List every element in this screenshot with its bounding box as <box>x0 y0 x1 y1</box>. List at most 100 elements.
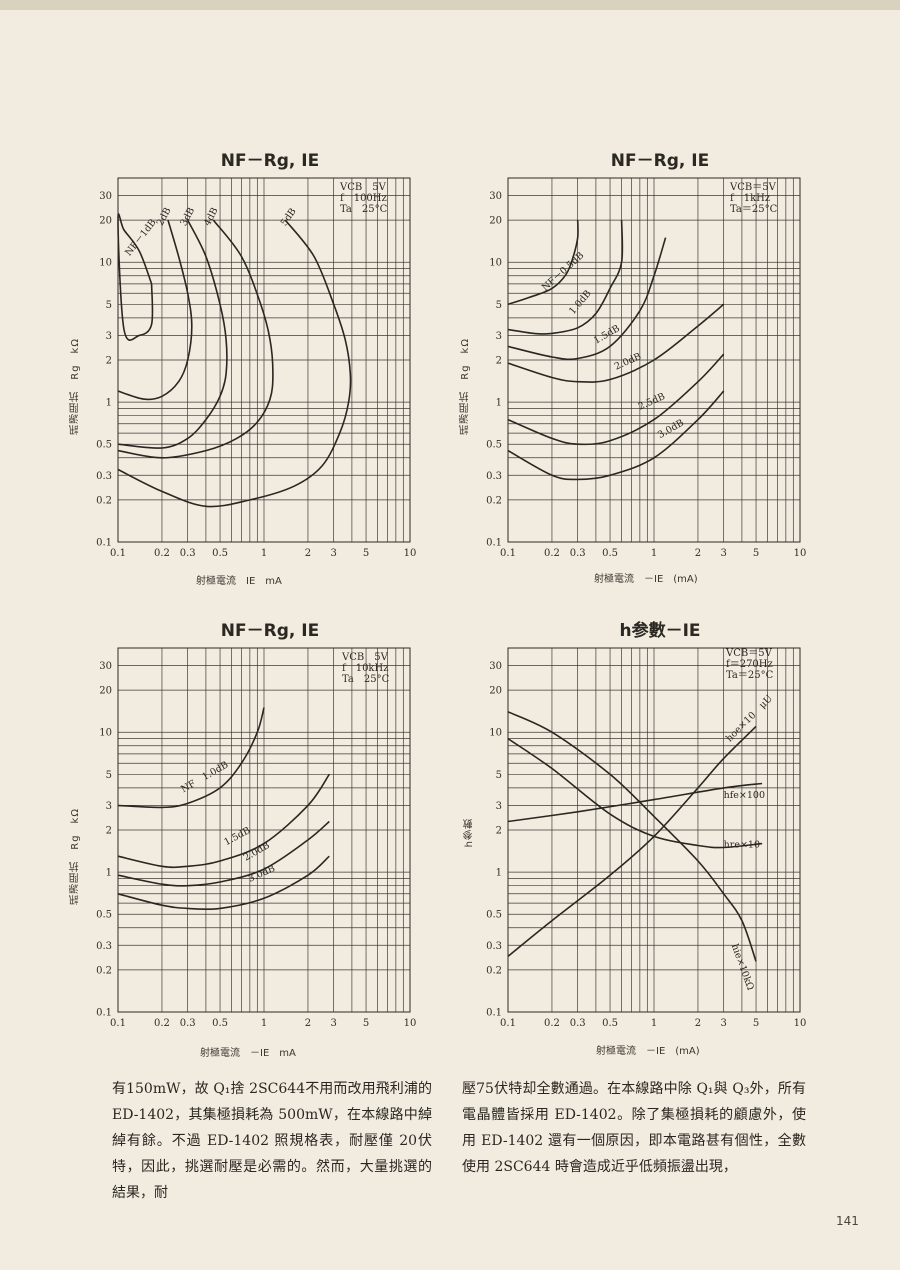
curve-3 <box>507 711 757 962</box>
chart-h-params-ie: h参數－IE 0.1 0.2 0.3 0.5 1 2 3 5 10 0.1 0.2 0.3 0.5 1 2 3… <box>450 618 870 1068</box>
paragraph-right: 壓75伏特却全數通過。在本線路中除 Q₁與 Q₃外，所有電晶體皆採用 ED-14… <box>462 1081 806 1175</box>
x-tick-label: 0.3 <box>570 548 586 559</box>
y-tick-label: 10 <box>489 728 502 739</box>
y-axis-label: h参數 <box>464 818 475 848</box>
curve-label: 2.0dB <box>613 351 643 373</box>
x-tick-label: 2 <box>695 548 701 559</box>
chart-title: h参數－IE <box>619 621 701 641</box>
x-tick-label: 0.1 <box>110 548 126 559</box>
condition-f: f 100Hz <box>340 193 387 204</box>
curve-label: 2dB <box>155 206 174 228</box>
x-tick-label: 5 <box>753 548 759 559</box>
conditions-box: VCB 5V f 100Hz Ta 25°C <box>340 182 387 215</box>
curve-3 <box>117 219 274 459</box>
x-tick-label: 2 <box>305 548 311 559</box>
y-tick-label: 5 <box>106 770 112 781</box>
grid <box>507 647 800 1013</box>
y-tick-label: 5 <box>106 300 112 311</box>
y-tick-label: 2 <box>106 826 112 837</box>
x-tick-label: 10 <box>794 548 807 559</box>
condition-f: f 1kHz <box>730 193 771 204</box>
condition-vcb: VCB 5V <box>340 182 386 193</box>
x-tick-label: 0.2 <box>544 548 560 559</box>
body-text-left: 有150mW，故 Q₁捨 2SC644不用而改用飛利浦的ED-1402，其集極損… <box>112 1076 432 1206</box>
y-tick-label: 3 <box>496 801 502 812</box>
x-tick-label: 0.3 <box>180 1018 196 1029</box>
curve-4 <box>117 219 352 508</box>
condition-ta: Ta 25°C <box>340 204 388 215</box>
condition-ta: Ta＝25°C <box>730 204 778 215</box>
x-axis-label: 射極電流 －IE (mA) <box>594 574 698 585</box>
x-axis-label: 射極電流 －IE (mA) <box>596 1046 700 1057</box>
plot-area: 0.1 0.2 0.3 0.5 1 2 3 5 10 0.1 0.2 0.3 0.5 1 2 3 5 10 20 30… <box>96 647 416 1029</box>
y-tick-label: 20 <box>489 216 502 227</box>
curve-1 <box>117 219 193 401</box>
y-tick-label: 10 <box>489 258 502 269</box>
curve-4 <box>507 353 725 446</box>
body-text-right: 壓75伏特却全數通過。在本線路中除 Q₁與 Q₃外，所有電晶體皆採用 ED-14… <box>462 1076 806 1180</box>
x-tick-label: 5 <box>363 1018 369 1029</box>
plot-frame <box>117 647 411 1013</box>
x-tick-label: 0.2 <box>154 548 170 559</box>
curve-label: 5dB <box>279 206 299 228</box>
curve-label: 3dB <box>178 206 197 228</box>
curve-1 <box>507 220 624 335</box>
x-tick-label: 1 <box>651 1018 657 1029</box>
paragraph-left: 有150mW，故 Q₁捨 2SC644不用而改用飛利浦的ED-1402，其集極損… <box>112 1081 432 1201</box>
y-tick-label: 0.5 <box>486 910 502 921</box>
curve-0 <box>117 707 265 809</box>
condition-ta: Ta＝25°C <box>726 670 774 681</box>
curve-label: hfe×100 <box>724 790 765 801</box>
curve-2 <box>507 737 763 849</box>
grid <box>117 647 410 1013</box>
x-tick-label: 1 <box>261 548 267 559</box>
x-tick-label: 0.1 <box>110 1018 126 1029</box>
x-tick-label: 1 <box>261 1018 267 1029</box>
x-tick-label: 3 <box>330 1018 336 1029</box>
x-tick-label: 0.3 <box>570 1018 586 1029</box>
y-axis-label: 訊源阻抗 Rg kΩ <box>70 338 81 435</box>
chart-title: NF－Rg, IE <box>220 621 320 641</box>
x-tick-label: 10 <box>404 548 417 559</box>
conditions-box: VCB＝5V f＝270Hz Ta＝25°C <box>726 648 773 681</box>
y-tick-label: 0.3 <box>96 471 112 482</box>
curve-0 <box>507 725 757 957</box>
x-tick-label: 0.5 <box>602 1018 618 1029</box>
x-tick-label: 10 <box>794 1018 807 1029</box>
y-tick-label: 0.3 <box>96 941 112 952</box>
x-tick-label: 0.2 <box>544 1018 560 1029</box>
curve-3 <box>117 855 330 911</box>
y-tick-label: 0.1 <box>96 1008 112 1019</box>
chart-nf-rg-ie-1khz: NF－Rg, IE 0.1 0.2 0.3 0.5 1 2 3 5 10 0.1 0.2 0.3 0.5… <box>450 148 870 598</box>
curve-0 <box>507 220 579 306</box>
y-tick-label: 1 <box>496 398 502 409</box>
condition-f: f＝270Hz <box>726 659 773 670</box>
y-tick-label: 3 <box>106 331 112 342</box>
y-tick-label: 0.2 <box>96 495 112 506</box>
x-tick-label: 2 <box>305 1018 311 1029</box>
curve-3 <box>507 303 725 383</box>
condition-vcb: VCB＝5V <box>726 648 772 659</box>
y-tick-label: 30 <box>99 191 112 202</box>
curve-label: 1.5dB <box>222 825 252 848</box>
y-tick-label: 30 <box>99 661 112 672</box>
y-tick-label: 0.3 <box>486 941 502 952</box>
x-tick-label: 5 <box>753 1018 759 1029</box>
y-tick-label: 0.5 <box>96 910 112 921</box>
condition-vcb: VCB＝5V <box>730 182 776 193</box>
curve-label: 1.0dB <box>567 288 594 317</box>
y-tick-label: 30 <box>489 661 502 672</box>
condition-vcb: VCB 5V <box>342 652 388 663</box>
y-tick-label: 0.2 <box>486 965 502 976</box>
y-tick-label: 0.2 <box>96 965 112 976</box>
y-tick-label: 2 <box>106 356 112 367</box>
x-tick-label: 0.5 <box>602 548 618 559</box>
y-tick-label: 1 <box>496 868 502 879</box>
curve-label: 3.0dB <box>656 417 686 441</box>
y-tick-label: 10 <box>99 728 112 739</box>
y-tick-label: 0.5 <box>486 440 502 451</box>
x-tick-label: 2 <box>695 1018 701 1029</box>
curve-label: 2.5dB <box>637 391 667 413</box>
curve-label: NF－1dB <box>123 217 158 258</box>
page-number: 141 <box>836 1214 859 1228</box>
